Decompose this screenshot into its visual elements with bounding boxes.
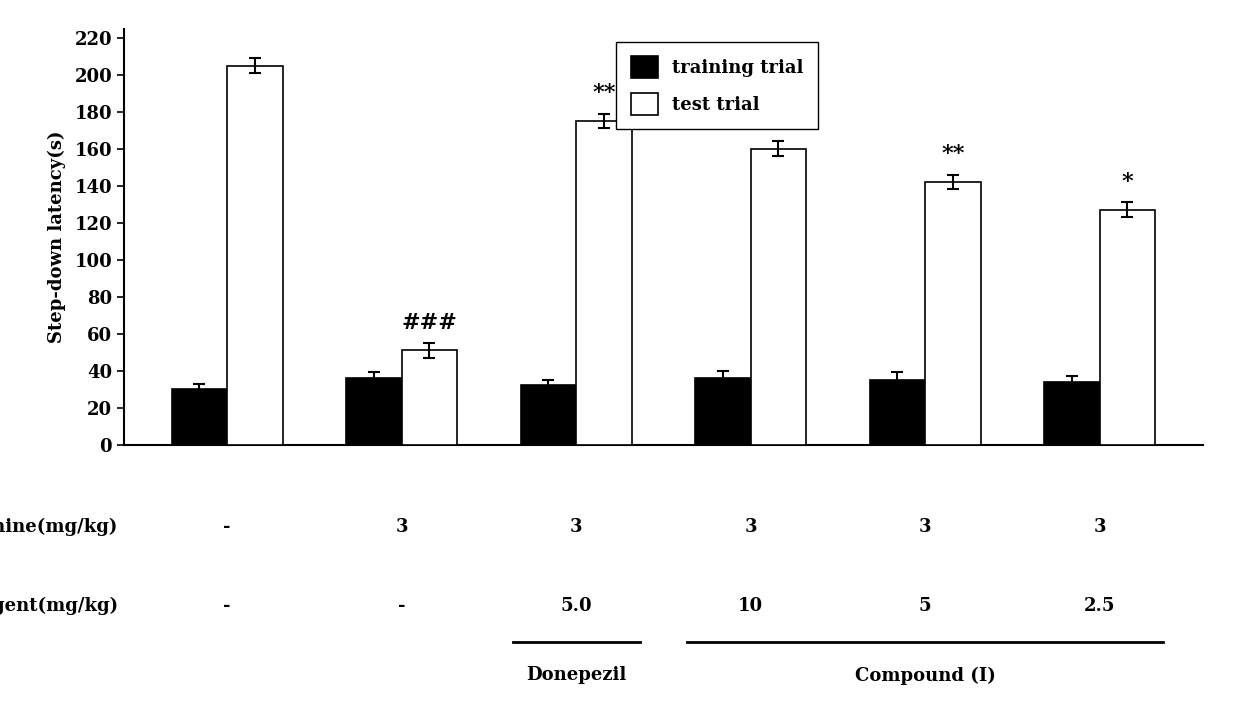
Bar bbox=[925, 182, 981, 445]
Text: -: - bbox=[223, 597, 231, 615]
Text: 2.5: 2.5 bbox=[1084, 597, 1116, 615]
Text: -: - bbox=[398, 597, 405, 615]
Text: 3: 3 bbox=[396, 518, 408, 536]
Text: **: ** bbox=[941, 143, 965, 166]
Text: **: ** bbox=[766, 110, 790, 132]
Text: 3: 3 bbox=[744, 518, 756, 536]
Bar bbox=[346, 378, 402, 445]
Text: 5.0: 5.0 bbox=[560, 597, 591, 615]
Text: *: * bbox=[1121, 171, 1133, 193]
Bar bbox=[696, 378, 750, 445]
Text: 10: 10 bbox=[738, 597, 763, 615]
Bar bbox=[227, 66, 283, 445]
Bar bbox=[171, 389, 227, 445]
Text: 3: 3 bbox=[570, 518, 583, 536]
Bar bbox=[577, 121, 631, 445]
Text: Scopolamine(mg/kg): Scopolamine(mg/kg) bbox=[0, 518, 118, 536]
Bar bbox=[1044, 381, 1100, 445]
Legend: training trial, test trial: training trial, test trial bbox=[616, 42, 818, 129]
Text: 5: 5 bbox=[919, 597, 931, 615]
Text: 3: 3 bbox=[919, 518, 931, 536]
Text: ###: ### bbox=[402, 312, 458, 333]
Text: **: ** bbox=[593, 82, 615, 105]
Bar bbox=[402, 351, 458, 445]
Text: Test agent(mg/kg): Test agent(mg/kg) bbox=[0, 597, 118, 615]
Text: Compound (I): Compound (I) bbox=[854, 666, 996, 685]
Text: Donepezil: Donepezil bbox=[526, 666, 626, 685]
Bar bbox=[1100, 210, 1156, 445]
Text: 3: 3 bbox=[1094, 518, 1106, 536]
Bar bbox=[869, 380, 925, 445]
Y-axis label: Step-down latency(s): Step-down latency(s) bbox=[48, 130, 66, 343]
Text: -: - bbox=[223, 518, 231, 536]
Bar bbox=[750, 149, 806, 445]
Bar bbox=[521, 386, 577, 445]
